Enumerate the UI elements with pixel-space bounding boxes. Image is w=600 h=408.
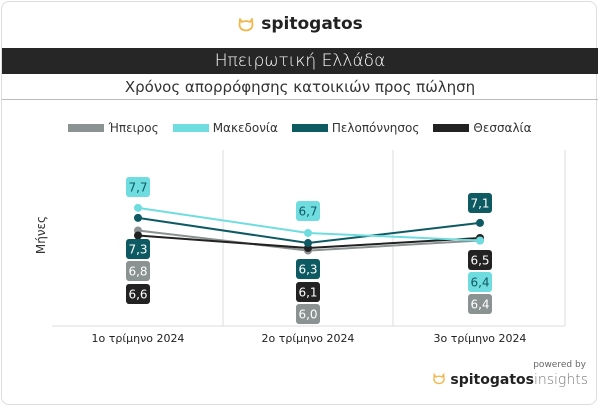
data-label: 6,7 bbox=[298, 205, 317, 219]
legend-label: Μακεδονία bbox=[212, 121, 278, 135]
region-title: Ηπειρωτική Ελλάδα bbox=[2, 48, 598, 74]
chart-subtitle: Χρόνος απορρόφησης κατοικιών προς πώληση bbox=[124, 78, 476, 96]
legend-swatch bbox=[68, 124, 105, 132]
data-label: 6,0 bbox=[298, 308, 317, 322]
data-label-box bbox=[296, 282, 320, 302]
brand-logo: spitogatos bbox=[0, 14, 600, 34]
legend-label: Πελοπόννησος bbox=[331, 121, 420, 135]
legend-swatch bbox=[433, 124, 470, 132]
data-point bbox=[134, 213, 142, 222]
data-point bbox=[476, 236, 484, 245]
data-point bbox=[134, 203, 142, 212]
legend-item: Ήπειρος bbox=[68, 121, 159, 135]
cat-icon bbox=[238, 18, 254, 32]
data-label: 7,7 bbox=[128, 181, 147, 195]
insights-text: insights bbox=[533, 372, 588, 388]
data-label-box bbox=[126, 261, 150, 281]
legend-item: Πελοπόννησος bbox=[291, 121, 420, 135]
data-label: 7,1 bbox=[470, 197, 489, 211]
data-label: 6,6 bbox=[128, 288, 147, 302]
brand-name: spitogatos bbox=[450, 372, 534, 388]
insights-logo: spitogatosinsights bbox=[432, 372, 588, 388]
data-point bbox=[304, 239, 312, 248]
x-tick-label: 2ο τρίμηνο 2024 bbox=[262, 332, 355, 345]
data-label-box bbox=[296, 201, 320, 221]
data-label-box bbox=[468, 294, 492, 314]
powered-by: powered by bbox=[533, 360, 586, 370]
data-point bbox=[304, 228, 312, 237]
data-label-box bbox=[296, 304, 320, 324]
data-label: 6,4 bbox=[470, 276, 489, 290]
cat-icon bbox=[433, 372, 445, 385]
data-point bbox=[476, 218, 484, 227]
x-tick-label: 3ο τρίμηνο 2024 bbox=[434, 332, 527, 345]
legend-swatch bbox=[172, 124, 209, 132]
data-label-box bbox=[468, 193, 492, 213]
data-point bbox=[134, 231, 142, 240]
data-label-box bbox=[126, 239, 150, 259]
data-label-box bbox=[126, 284, 150, 304]
data-label-box bbox=[296, 259, 320, 279]
x-tick-label: 1ο τρίμηνο 2024 bbox=[92, 332, 185, 345]
data-label: 6,8 bbox=[128, 265, 147, 279]
data-label: 6,1 bbox=[298, 286, 317, 300]
data-label: 7,3 bbox=[128, 243, 147, 257]
data-label-box bbox=[468, 272, 492, 292]
legend-label: Θεσσαλία bbox=[473, 121, 532, 135]
legend: Ήπειρος Μακεδονία Πελοπόννησος Θεσσαλία bbox=[0, 121, 600, 135]
data-label-box bbox=[126, 177, 150, 197]
legend-item: Μακεδονία bbox=[172, 121, 278, 135]
brand-name: spitogatos bbox=[261, 14, 363, 34]
divider bbox=[2, 99, 598, 100]
legend-label: Ήπειρος bbox=[108, 121, 159, 135]
data-label: 6,3 bbox=[298, 263, 317, 277]
legend-item: Θεσσαλία bbox=[433, 121, 532, 135]
legend-swatch bbox=[291, 124, 328, 132]
data-label: 6,5 bbox=[470, 254, 489, 268]
data-label: 6,4 bbox=[470, 298, 489, 312]
data-label-box bbox=[468, 250, 492, 270]
